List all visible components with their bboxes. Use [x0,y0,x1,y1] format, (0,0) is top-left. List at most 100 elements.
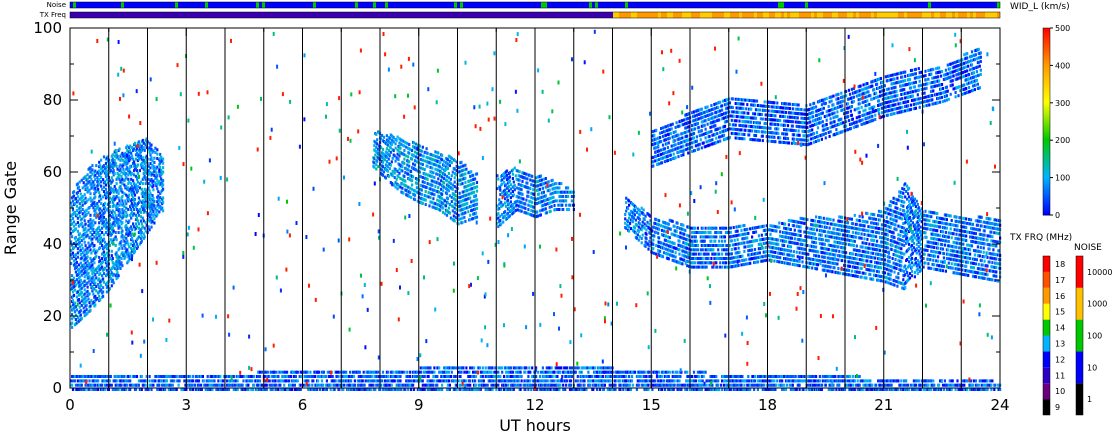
data-cell [538,187,542,191]
txfreq-strip-cell [667,12,670,18]
data-cell [111,157,114,161]
data-cell [765,254,768,258]
data-cell [120,157,123,161]
noise-strip-cell [796,2,799,8]
noise-strip-cell [790,2,793,8]
txfreq-strip-cell [454,12,457,18]
data-cell [532,209,535,213]
data-cell [856,266,859,270]
data-cell [103,180,107,184]
txfreq-strip-cell [451,12,454,18]
txfreq-strip-cell [85,12,88,18]
data-cell [433,163,436,166]
data-cell [520,209,523,213]
noise-strip-cell [502,2,505,8]
txfreq-strip-cell [232,12,235,18]
data-cell [111,278,114,282]
data-cell [850,226,853,230]
data-cell [755,239,759,242]
noise-strip-cell [748,2,751,8]
noise-strip-cell [235,2,238,8]
data-cell [549,192,552,196]
data-cell [810,231,813,235]
data-cell [160,177,163,181]
data-cell [455,212,458,216]
scatter-cells [70,29,1002,391]
data-cell [121,182,124,186]
noise-strip-cell [688,2,691,8]
noise-strip-cell [436,2,439,8]
data-cell [102,220,106,224]
data-cell [500,222,503,226]
txfreq-strip-cell [367,12,370,18]
data-cell [880,257,883,261]
noise-strip-cell [535,2,538,8]
noise-strip-cell [982,2,985,8]
noise-strip-cell [451,2,454,8]
data-cell [462,173,465,177]
data-cell [121,199,124,203]
data-cell [774,225,777,229]
data-cell [138,208,141,211]
data-cell [884,228,887,232]
data-cell [883,267,886,270]
data-cell [544,181,547,185]
data-cell [505,204,508,208]
data-cell [102,290,105,294]
data-cell [93,231,96,234]
data-cell [640,228,643,232]
txfreq-strip-cell [997,12,1000,18]
data-cell [497,225,500,229]
data-cell [152,209,155,213]
data-cell [873,234,876,238]
txfreq-strip-cell [820,12,823,18]
data-cell [393,171,396,175]
data-cell [460,178,463,182]
data-cell [437,186,440,189]
noise-strip-cell [919,2,922,8]
data-cell [108,205,111,209]
data-cell [512,193,515,197]
data-cell [784,248,788,252]
noise-strip-cell [763,2,766,8]
data-cell [94,178,97,182]
data-cell [93,248,96,252]
data-cell [469,218,472,222]
data-cell [835,240,838,244]
data-cell [385,155,388,159]
noise-strip-cell [643,2,646,8]
data-cell [99,272,102,276]
data-cell [644,214,647,218]
data-cell [827,265,830,269]
noise-strip-cell [148,2,151,8]
noise-strip-cell [877,2,880,8]
data-cell [840,254,843,258]
data-cell [85,230,88,234]
data-cell [798,264,801,268]
data-cell [102,215,106,219]
noise-strip-cell [556,2,559,8]
data-cell [551,191,554,195]
data-cell [443,177,446,180]
data-cell [862,263,865,267]
data-cell [772,250,775,254]
data-cell [700,231,703,234]
data-cell [776,225,779,229]
noise-strip-cell [487,2,490,8]
noise-strip-cell [166,2,169,8]
data-cell [562,195,565,198]
data-cell [161,206,164,210]
data-cell [73,210,77,214]
noise-strip-cell [784,2,787,8]
data-cell [118,255,121,259]
data-cell [699,257,702,260]
data-cell [70,227,73,231]
data-cell [637,230,640,233]
noise-strip-cell [142,2,145,8]
data-cell [418,144,421,148]
txfreq-strip-cell [130,12,133,18]
data-cell [381,168,384,172]
data-cell [831,270,834,274]
data-cell [411,149,414,152]
data-cell [783,226,786,230]
